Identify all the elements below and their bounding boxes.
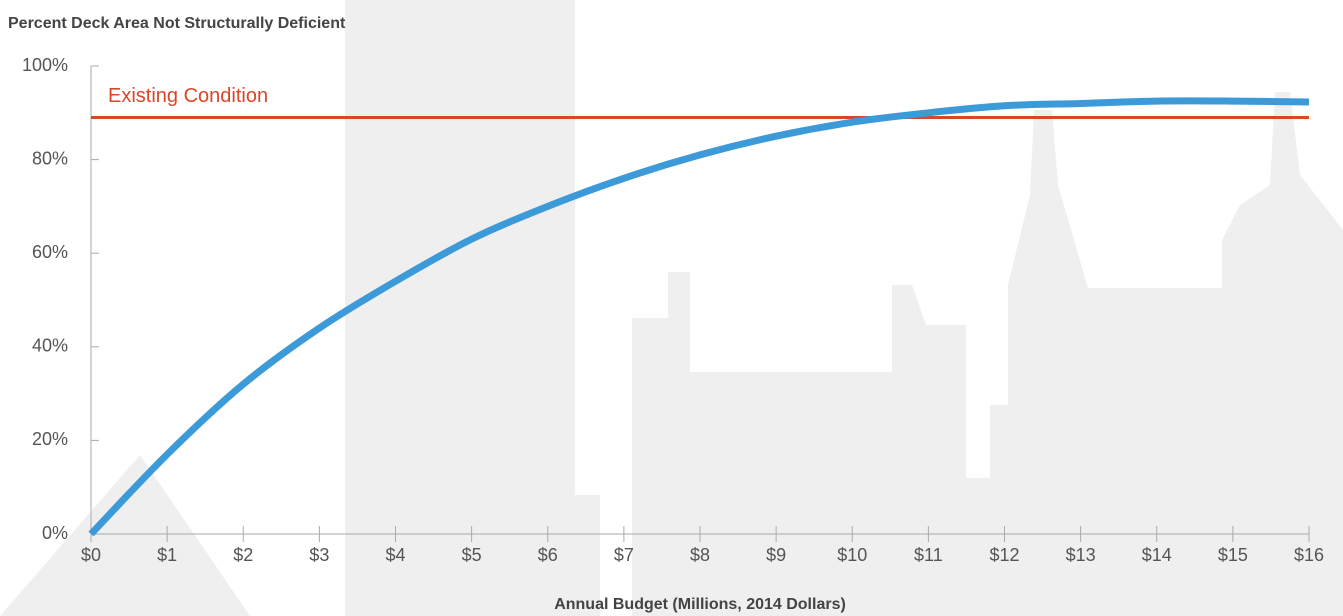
chart-title: Percent Deck Area Not Structurally Defic…	[8, 15, 346, 32]
x-tick-label: $4	[385, 545, 405, 565]
y-tick-label: 100%	[22, 55, 68, 75]
x-tick-label: $6	[538, 545, 558, 565]
x-tick-label: $13	[1066, 545, 1096, 565]
y-tick-label: 40%	[32, 336, 68, 356]
y-tick-label: 60%	[32, 242, 68, 262]
x-tick-label: $3	[309, 545, 329, 565]
x-tick-label: $11	[914, 545, 943, 565]
y-tick-label: 80%	[32, 148, 68, 168]
x-tick-label: $0	[81, 545, 101, 565]
x-tick-label: $16	[1294, 545, 1324, 565]
reference-label: Existing Condition	[108, 85, 268, 107]
x-tick-label: $1	[157, 545, 177, 565]
y-tick-label: 20%	[32, 429, 68, 449]
x-tick-label: $9	[766, 545, 786, 565]
line-series	[88, 97, 1310, 537]
x-tick-label: $2	[233, 545, 253, 565]
x-tick-label: $8	[690, 545, 710, 565]
y-tick-label: 0%	[42, 523, 68, 543]
x-tick-label: $10	[837, 545, 867, 565]
x-tick-label: $14	[1142, 545, 1172, 565]
x-tick-label: $7	[614, 545, 634, 565]
x-axis-title: Annual Budget (Millions, 2014 Dollars)	[554, 596, 846, 613]
x-tick-label: $5	[462, 545, 482, 565]
x-tick-label: $12	[989, 545, 1019, 565]
x-tick-label: $15	[1218, 545, 1248, 565]
